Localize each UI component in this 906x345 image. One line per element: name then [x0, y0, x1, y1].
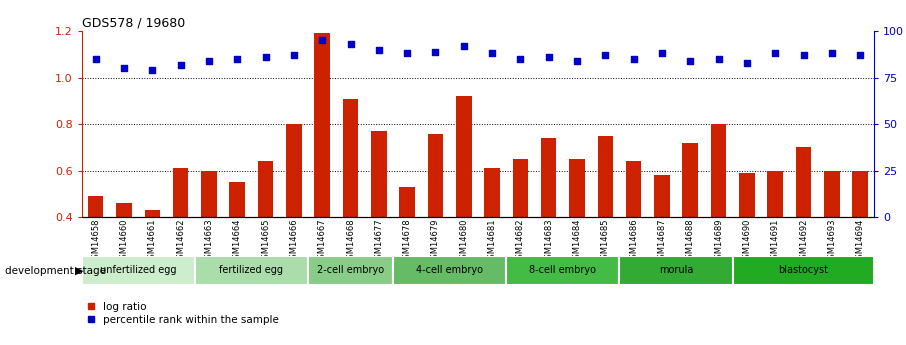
Bar	[201, 171, 217, 217]
Point	[570, 58, 584, 63]
Bar	[82, 256, 195, 285]
Point	[230, 56, 245, 62]
Point	[315, 38, 330, 43]
Bar	[767, 171, 783, 217]
Point	[626, 56, 641, 62]
Text: blastocyst: blastocyst	[778, 266, 828, 275]
Text: ▶: ▶	[75, 266, 83, 276]
Bar	[598, 136, 613, 217]
Bar	[824, 171, 840, 217]
Point	[853, 52, 867, 58]
Bar	[654, 176, 670, 217]
Point	[400, 51, 414, 56]
Bar	[733, 256, 874, 285]
Bar	[342, 99, 358, 217]
Bar	[626, 161, 641, 217]
Bar	[258, 161, 274, 217]
Text: 8-cell embryo: 8-cell embryo	[529, 266, 596, 275]
Bar	[173, 168, 188, 217]
Bar	[853, 171, 868, 217]
Bar	[286, 124, 302, 217]
Bar	[195, 256, 308, 285]
Point	[598, 52, 612, 58]
Bar	[456, 96, 471, 217]
Bar	[541, 138, 556, 217]
Bar	[400, 187, 415, 217]
Bar	[88, 196, 103, 217]
Text: fertilized egg: fertilized egg	[219, 266, 284, 275]
Bar	[314, 33, 330, 217]
Point	[683, 58, 698, 63]
Bar	[428, 134, 443, 217]
Point	[796, 52, 811, 58]
Point	[513, 56, 527, 62]
Text: unfertilized egg: unfertilized egg	[100, 266, 177, 275]
Point	[371, 47, 386, 52]
Point	[89, 56, 103, 62]
Legend: log ratio, percentile rank within the sample: log ratio, percentile rank within the sa…	[87, 302, 279, 325]
Bar	[308, 256, 393, 285]
Bar	[620, 256, 733, 285]
Bar	[145, 210, 160, 217]
Bar	[116, 203, 131, 217]
Bar	[682, 143, 698, 217]
Point	[258, 55, 273, 60]
Point	[286, 52, 301, 58]
Bar	[371, 131, 387, 217]
Bar	[569, 159, 584, 217]
Point	[173, 62, 188, 67]
Bar	[393, 256, 506, 285]
Point	[145, 67, 159, 73]
Point	[343, 41, 358, 47]
Point	[485, 51, 499, 56]
Point	[202, 58, 217, 63]
Bar	[711, 124, 727, 217]
Point	[768, 51, 783, 56]
Text: 2-cell embryo: 2-cell embryo	[317, 266, 384, 275]
Point	[542, 55, 556, 60]
Point	[117, 66, 131, 71]
Bar	[229, 183, 245, 217]
Text: morula: morula	[659, 266, 693, 275]
Text: 4-cell embryo: 4-cell embryo	[416, 266, 483, 275]
Point	[824, 51, 839, 56]
Point	[429, 49, 443, 54]
Bar	[506, 256, 620, 285]
Bar	[739, 173, 755, 217]
Text: development stage: development stage	[5, 266, 105, 276]
Text: GDS578 / 19680: GDS578 / 19680	[82, 17, 185, 30]
Point	[711, 56, 726, 62]
Point	[655, 51, 670, 56]
Bar	[485, 168, 500, 217]
Point	[457, 43, 471, 49]
Point	[739, 60, 754, 66]
Bar	[513, 159, 528, 217]
Bar	[795, 148, 811, 217]
